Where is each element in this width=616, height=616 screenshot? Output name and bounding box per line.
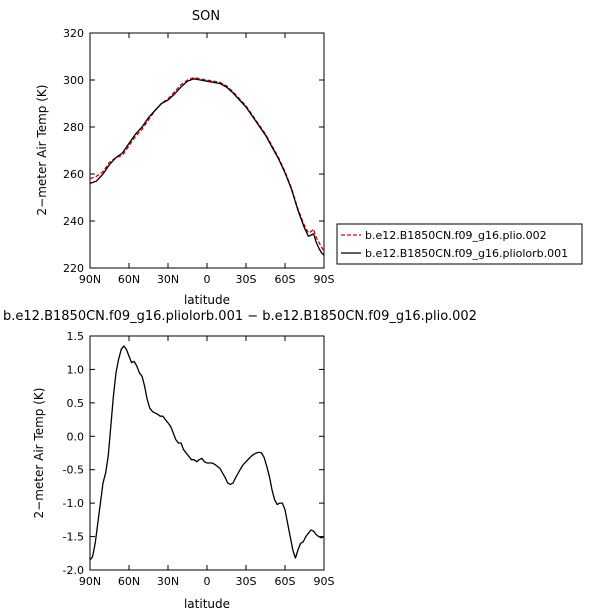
- panel2-x-tick-label: 90N: [79, 575, 101, 588]
- panel2-y-tick-label: -1.5: [63, 531, 84, 544]
- panel1-y-tick-label: 220: [63, 262, 84, 275]
- legend-label-plio: b.e12.B1850CN.f09_g16.plio.002: [365, 229, 547, 242]
- panel2-y-ticks: -2.0 -1.5 -1.0 -0.5 0.0 0.5 1.0 1.5: [63, 330, 324, 577]
- legend-label-pliolorb: b.e12.B1850CN.f09_g16.pliolorb.001: [365, 247, 568, 260]
- panel2-y-tick-label: -0.5: [63, 464, 84, 477]
- panel1-x-tick-label: 90S: [314, 273, 335, 286]
- panel1-x-tick-label: 30S: [236, 273, 257, 286]
- temperature-panel: SON 90N 60N 30N 0 30S 60S 90S 220 240 260 280 300 3…: [35, 9, 335, 307]
- panel1-x-tick-label: 90N: [79, 273, 101, 286]
- panel1-y-axis-label: 2−meter Air Temp (K): [35, 85, 49, 216]
- legend-box: [336, 223, 583, 265]
- panel1-x-tick-label: 60N: [118, 273, 140, 286]
- panel2-y-tick-label: -2.0: [63, 564, 84, 577]
- panel2-x-tick-label: 90S: [314, 575, 335, 588]
- panel1-title: SON: [192, 9, 220, 24]
- panel2-title: b.e12.B1850CN.f09_g16.pliolorb.001 − b.e…: [3, 309, 477, 324]
- panel2-y-tick-label: 1.5: [67, 330, 85, 343]
- panel2-y-tick-label: -1.0: [63, 497, 84, 510]
- panel1-y-tick-label: 260: [63, 168, 84, 181]
- panel1-x-tick-label: 30N: [157, 273, 179, 286]
- panel2-y-tick-label: 1.0: [67, 363, 85, 376]
- panel2-x-tick-label: 60S: [275, 575, 296, 588]
- panel2-y-tick-label: 0.0: [67, 430, 85, 443]
- panel1-plot-frame: [89, 32, 325, 269]
- panel2-plot-frame: [89, 335, 325, 571]
- panel1-series-line-1: [89, 78, 325, 256]
- panel2-x-ticks: 90N 60N 30N 0 30S 60S 90S: [79, 336, 335, 588]
- panel2-x-tick-label: 0: [204, 575, 211, 588]
- panel1-y-tick-label: 240: [63, 215, 84, 228]
- panel1-y-tick-label: 280: [63, 121, 84, 134]
- difference-panel: b.e12.B1850CN.f09_g16.pliolorb.001 − b.e…: [3, 309, 477, 611]
- panel1-y-ticks: 220 240 260 280 300 320: [63, 27, 324, 275]
- panel1-series-line-0: [89, 76, 325, 252]
- panel2-x-tick-label: 60N: [118, 575, 140, 588]
- panel1-series-group: [89, 76, 325, 256]
- panel1-x-tick-label: 60S: [275, 273, 296, 286]
- panel2-series-group: [89, 345, 325, 561]
- panel2-y-axis-label: 2−meter Air Temp (K): [32, 388, 46, 519]
- panel1-y-tick-label: 320: [63, 27, 84, 40]
- panel2-series-line-0: [89, 345, 325, 561]
- panel2-x-tick-label: 30N: [157, 575, 179, 588]
- panel2-x-tick-label: 30S: [236, 575, 257, 588]
- panel1-y-tick-label: 300: [63, 74, 84, 87]
- panel1-x-axis-label: latitude: [184, 293, 230, 307]
- panel1-x-ticks: 90N 60N 30N 0 30S 60S 90S: [79, 33, 335, 286]
- panel2-x-axis-label: latitude: [184, 597, 230, 611]
- legend: b.e12.B1850CN.f09_g16.plio.002 b.e12.B18…: [336, 223, 583, 265]
- panel1-x-tick-label: 0: [204, 273, 211, 286]
- panel2-y-tick-label: 0.5: [67, 397, 85, 410]
